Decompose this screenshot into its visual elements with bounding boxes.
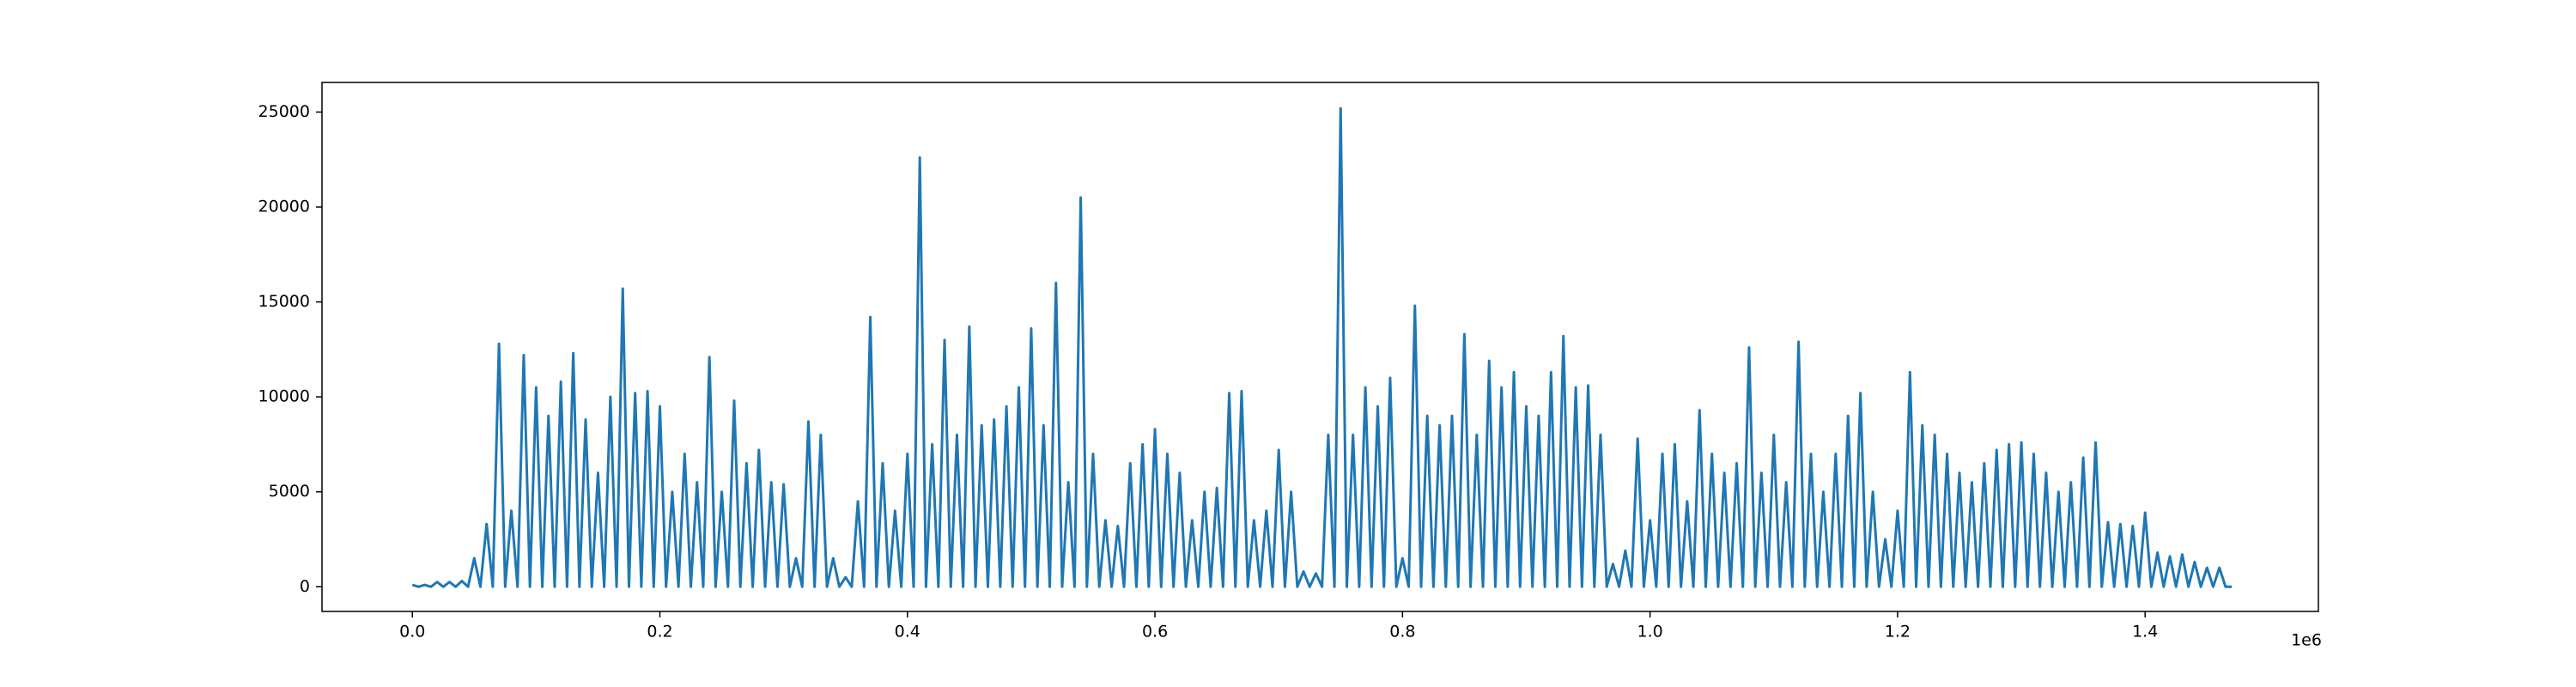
y-tick-label: 15000 [258,292,310,311]
x-tick-label: 0.2 [647,623,672,641]
y-tick-label: 0 [300,577,310,596]
y-tick-label: 10000 [258,387,310,406]
x-tick-label: 0.6 [1142,623,1168,641]
x-tick-label: 1.4 [2132,623,2158,641]
y-tick-label: 5000 [269,482,310,501]
y-tick-label: 20000 [258,198,310,216]
x-tick-label: 1.0 [1637,623,1663,641]
y-tick-label: 25000 [258,102,310,121]
waveform-line [411,106,2233,588]
x-tick-label: 0.8 [1389,623,1415,641]
x-tick-label: 1.2 [1885,623,1911,641]
x-tick-label: 0.0 [399,623,425,641]
x-tick-label: 0.4 [895,623,920,641]
plot-frame [321,82,2319,612]
x-offset-text: 1e6 [2291,631,2322,650]
